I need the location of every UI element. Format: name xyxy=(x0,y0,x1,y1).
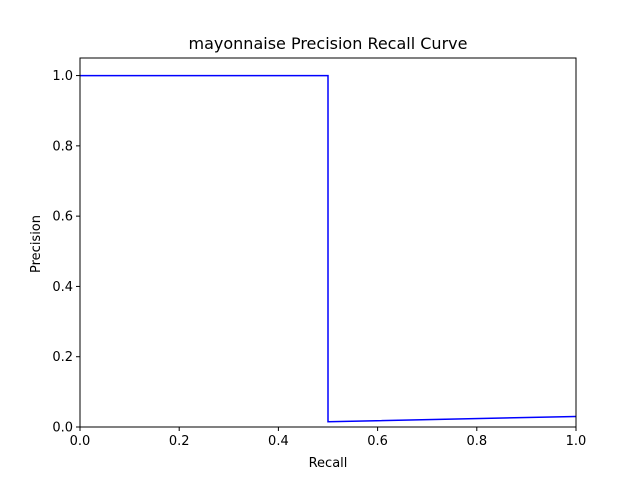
y-tick-label: 0.2 xyxy=(52,350,73,365)
chart-title: mayonnaise Precision Recall Curve xyxy=(189,34,468,53)
x-tick-label: 0.2 xyxy=(169,434,190,449)
x-tick-label: 1.0 xyxy=(566,434,587,449)
plot-area: 0.0 0.2 0.4 0.6 0.8 1.0 0.0 0.2 0.4 0.6 0.8 1.0 xyxy=(52,57,587,449)
x-tick-label: 0.0 xyxy=(70,434,91,449)
y-tick-label: 0.6 xyxy=(52,210,73,225)
y-tick-label: 0.4 xyxy=(52,280,73,295)
x-tick-label: 0.4 xyxy=(268,434,289,449)
y-tick-label: 0.0 xyxy=(52,421,73,436)
y-axis-label: Precision xyxy=(29,215,44,273)
axes-frame xyxy=(79,57,577,428)
x-tick-label: 0.8 xyxy=(466,434,487,449)
y-tick-label: 1.0 xyxy=(52,69,73,84)
series-line-0 xyxy=(80,74,577,423)
x-tick-label: 0.6 xyxy=(367,434,388,449)
x-axis-label: Recall xyxy=(309,456,348,471)
y-tick-label: 0.8 xyxy=(52,139,73,154)
